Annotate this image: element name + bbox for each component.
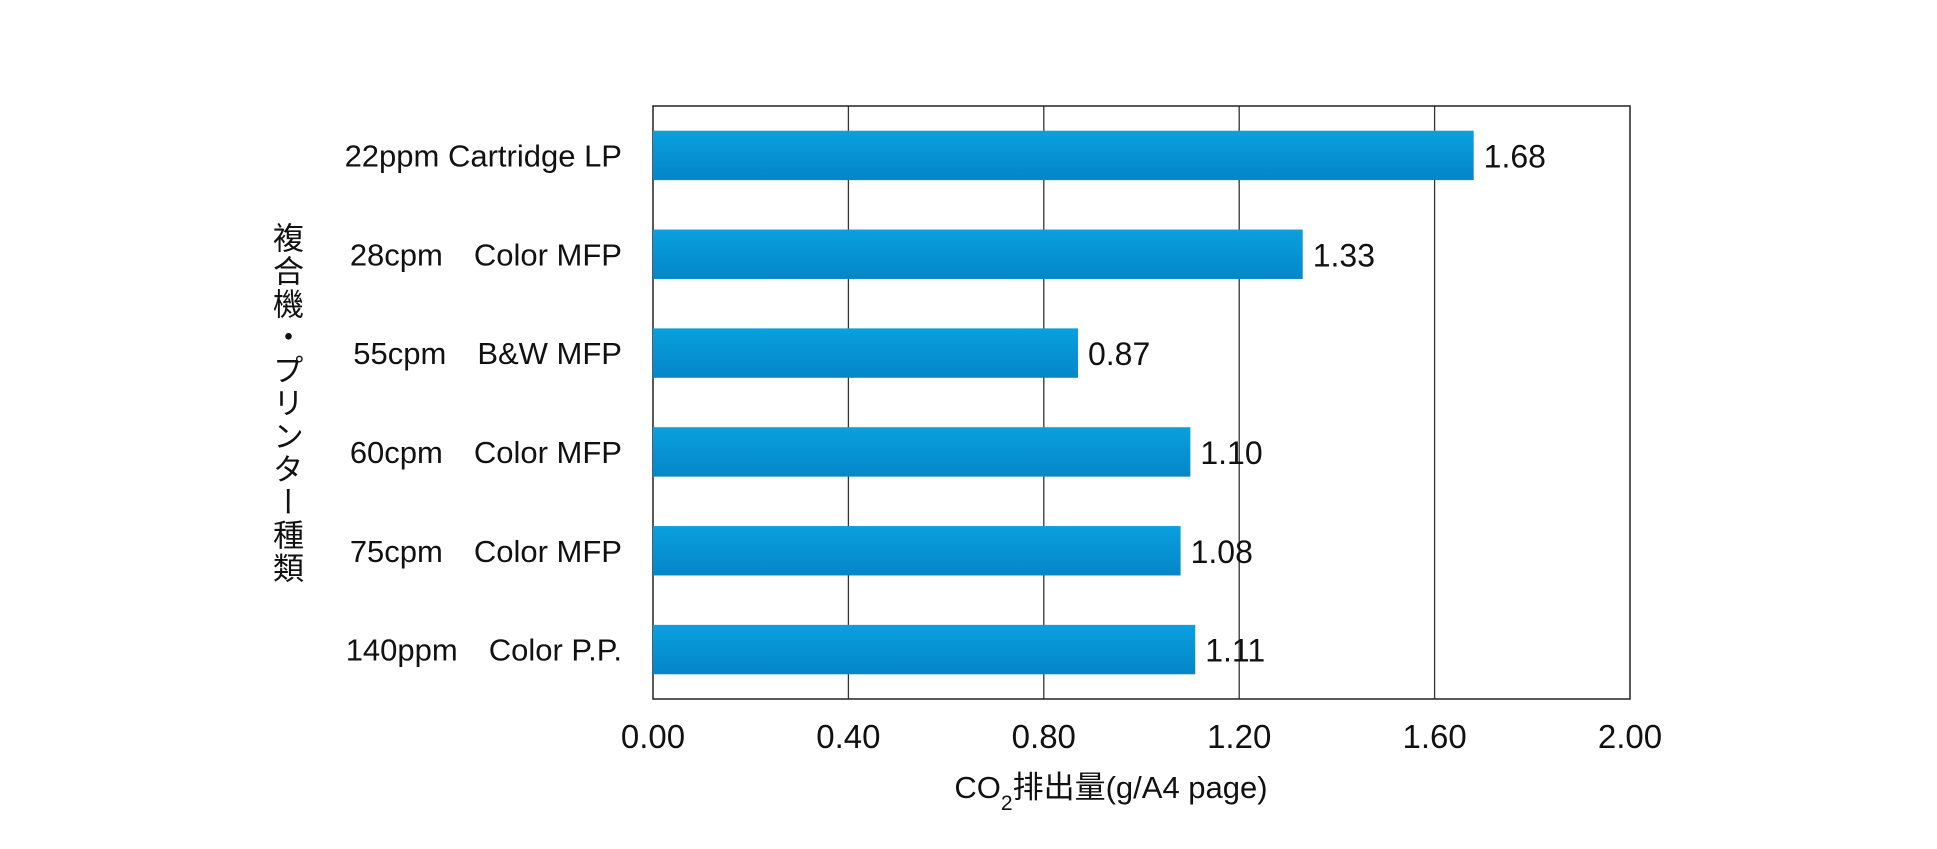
category-label: 22ppm Cartridge LP: [345, 138, 622, 173]
x-axis-title-subscript: 2: [1001, 792, 1013, 815]
data-label: 1.68: [1484, 138, 1546, 174]
y-axis-title: 複合機・プリンター種類: [267, 222, 303, 585]
x-axis-title-suffix: 排出量(g/A4 page): [1013, 770, 1268, 805]
x-tick-labels: 0.00 0.40 0.80 1.20 1.60 2.00: [621, 718, 1662, 755]
x-tick-label: 0.80: [1012, 718, 1076, 755]
bar: [653, 130, 1474, 181]
x-tick-label: 0.00: [621, 718, 685, 755]
data-label: 1.10: [1200, 435, 1262, 471]
category-label: 140ppm Color P.P.: [346, 633, 622, 668]
category-label: 55cpm B&W MFP: [353, 336, 622, 371]
category-label: 60cpm Color MFP: [350, 435, 622, 470]
x-axis-title: CO2排出量(g/A4 page): [954, 770, 1267, 815]
plot-frame: [652, 105, 1631, 700]
grid-lines: [847, 106, 1436, 699]
bar: [653, 526, 1181, 576]
bar: [653, 427, 1191, 477]
data-labels: 1.68 1.33 0.87 1.10 1.08 1.11: [1088, 138, 1546, 668]
category-label: 75cpm Color MFP: [350, 534, 622, 569]
data-label: 1.08: [1191, 534, 1253, 570]
bar: [653, 624, 1196, 675]
data-label: 1.33: [1313, 237, 1375, 273]
bar: [653, 229, 1303, 279]
data-label: 1.11: [1205, 633, 1265, 669]
data-label: 0.87: [1088, 336, 1150, 372]
category-labels: 22ppm Cartridge LP 28cpm Color MFP 55cpm B…: [345, 138, 622, 667]
x-tick-label: 2.00: [1598, 718, 1662, 755]
x-tick-label: 1.60: [1402, 718, 1466, 755]
x-axis-title-prefix: CO: [954, 770, 1001, 805]
category-label: 28cpm Color MFP: [350, 237, 622, 272]
bars: [653, 130, 1474, 675]
x-tick-label: 1.20: [1207, 718, 1271, 755]
bar: [653, 328, 1078, 378]
x-tick-label: 0.40: [816, 718, 880, 755]
